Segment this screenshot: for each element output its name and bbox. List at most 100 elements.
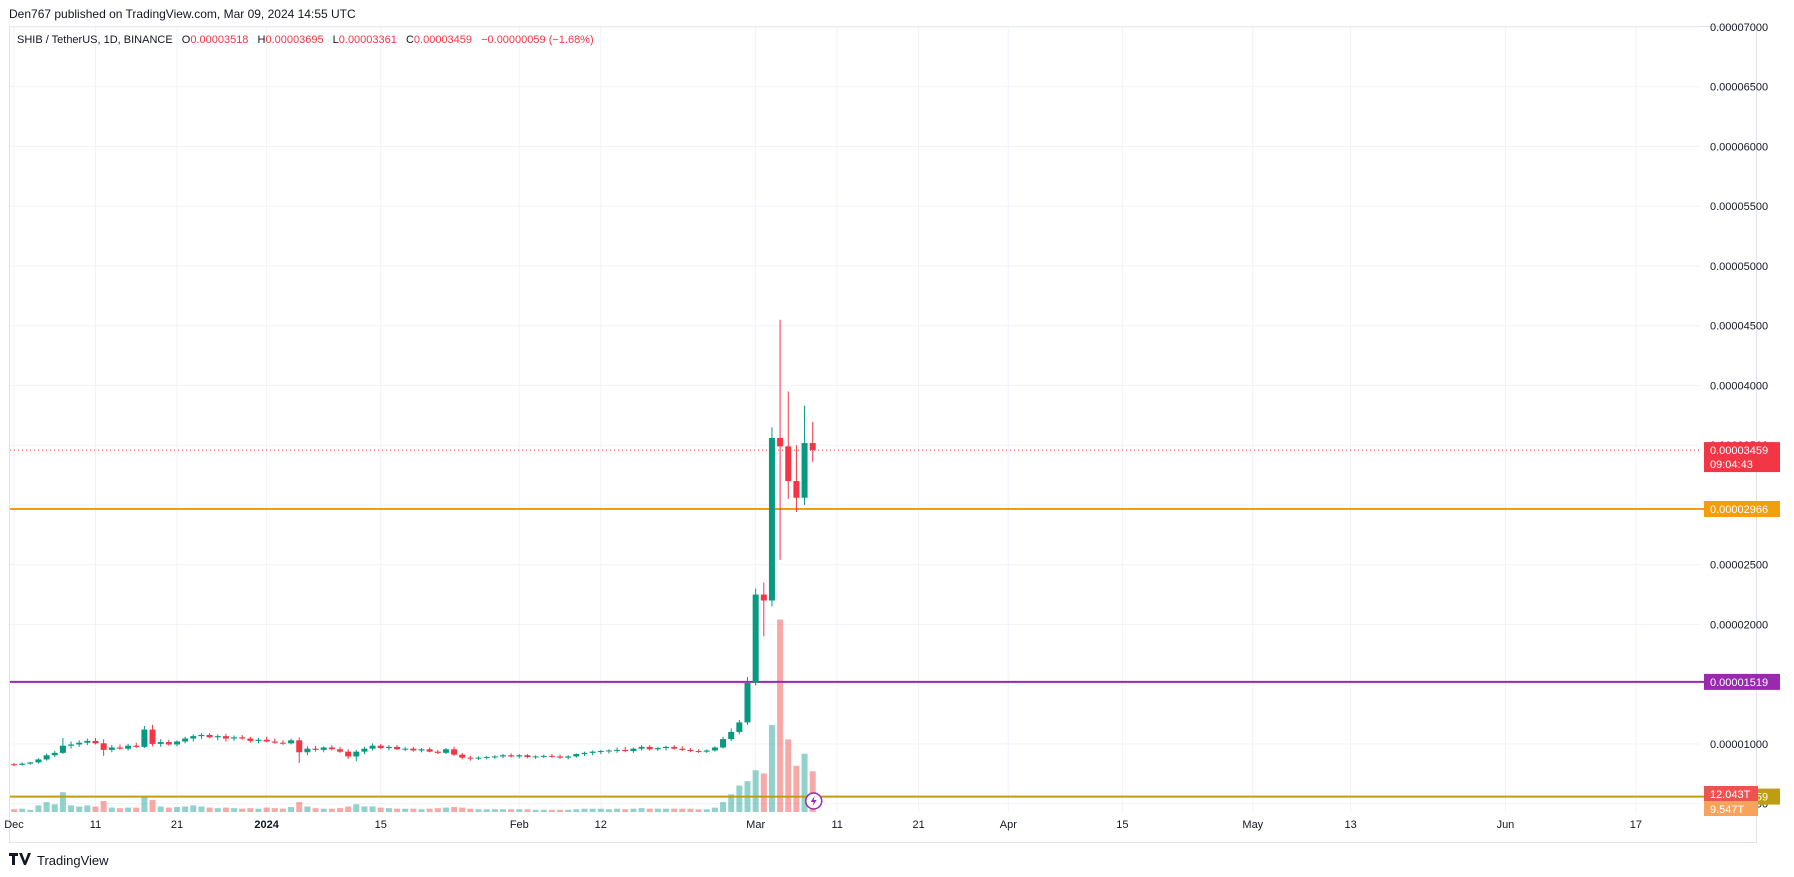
candle-body (296, 740, 303, 753)
volume-bar (777, 619, 784, 812)
x-tick-label: 21 (171, 819, 183, 831)
candle-body (11, 764, 17, 766)
volume-bar (402, 808, 409, 812)
volume-bar (345, 806, 352, 812)
candle-body (508, 755, 515, 757)
candle-body (687, 749, 694, 752)
volume-bar (459, 807, 466, 812)
candle-body (369, 745, 376, 749)
candle-body (491, 756, 498, 758)
volume-bar (353, 804, 360, 812)
volume-bar (174, 807, 180, 812)
volume-bar (239, 808, 246, 812)
volume-bar (532, 809, 539, 812)
candle-body (214, 736, 221, 738)
candle-body (116, 747, 123, 749)
volume-bar (361, 806, 368, 812)
candle-body (328, 747, 335, 750)
volume-bar (206, 807, 213, 812)
x-tick-label: 11 (831, 819, 842, 831)
candle-body (19, 763, 26, 765)
candle-body (426, 749, 433, 752)
volume-bar (491, 809, 498, 812)
candle-body (288, 740, 295, 744)
high-value: 0.00003695 (265, 34, 324, 46)
volume-bar (11, 809, 17, 812)
candle-body (565, 756, 572, 758)
candle-body (614, 749, 621, 751)
candle-body (149, 729, 156, 744)
x-tick-label: Apr (1000, 819, 1017, 831)
volume-bar (125, 807, 132, 812)
lightning-bolt-glyph (810, 796, 817, 806)
volume-bar (540, 809, 547, 812)
x-tick-label: May (1242, 819, 1263, 831)
publisher-caption: Den767 published on TradingView.com, Mar… (9, 7, 356, 21)
candle-body (597, 751, 604, 753)
y-tick-label: 0.00005000 (1710, 261, 1768, 273)
volume-bar (483, 809, 490, 812)
volume-bar (695, 809, 702, 812)
candle-body (108, 747, 115, 750)
candle-body (263, 739, 270, 742)
candle-body (279, 742, 286, 744)
level-price-tag (1704, 500, 1780, 517)
volume-bar (752, 770, 759, 812)
volume-bar (108, 807, 115, 812)
candle-body (467, 757, 474, 759)
x-tick-label: 21 (913, 819, 925, 831)
candle-body (133, 745, 140, 747)
volume-bar (434, 808, 441, 812)
candle-body (744, 682, 751, 723)
low-value: 0.00003361 (338, 34, 397, 46)
close-key: C (405, 34, 414, 46)
last-price-tag (1704, 442, 1780, 473)
volume-bar (809, 771, 816, 812)
candle-body (206, 734, 213, 738)
candle-body (622, 749, 629, 752)
candle-body (654, 748, 661, 750)
y-tick-label: 0.00002500 (1710, 560, 1768, 572)
volume-bar (19, 808, 26, 812)
candle-body (589, 751, 596, 753)
volume-bar (214, 808, 221, 812)
open-value: 0.00003518 (190, 34, 249, 46)
volume-bar (394, 808, 401, 812)
candle-body (222, 736, 229, 739)
volume-value-tag (1704, 801, 1758, 816)
x-tick-label: 17 (1630, 819, 1642, 831)
volume-bar (190, 805, 197, 812)
volume-bar (92, 806, 99, 812)
candle-body (361, 748, 368, 752)
candle-body (92, 740, 99, 744)
symbol-label[interactable]: SHIB / TetherUS, 1D, BINANCE (17, 34, 173, 46)
footer-brand[interactable]: TradingView (9, 852, 109, 868)
volume-bar (255, 808, 262, 812)
candle-body (532, 756, 539, 758)
volume-bar (385, 808, 392, 812)
candle-body (84, 740, 91, 743)
candle-body (573, 754, 580, 757)
volume-bar (328, 808, 335, 812)
volume-value-label: 12.043T (1710, 789, 1751, 801)
candle-body (459, 754, 466, 758)
volume-bar (304, 806, 311, 812)
candle-body (255, 739, 262, 741)
candle-body (695, 751, 702, 753)
last-price-label: 0.00003459 (1710, 445, 1768, 457)
candle-body (231, 737, 238, 739)
x-tick-label: 11 (90, 819, 101, 831)
candle-body (646, 746, 653, 750)
volume-bar (467, 808, 474, 812)
volume-bar (793, 765, 800, 812)
candle-body (760, 594, 767, 601)
x-tick-label: 15 (1116, 819, 1128, 831)
candle-body (638, 746, 645, 749)
candle-body (581, 752, 588, 755)
volume-bar (279, 808, 286, 812)
candle-body (76, 742, 83, 745)
candle-body (410, 748, 417, 751)
volume-bar (581, 808, 588, 812)
candle-body (475, 757, 482, 759)
